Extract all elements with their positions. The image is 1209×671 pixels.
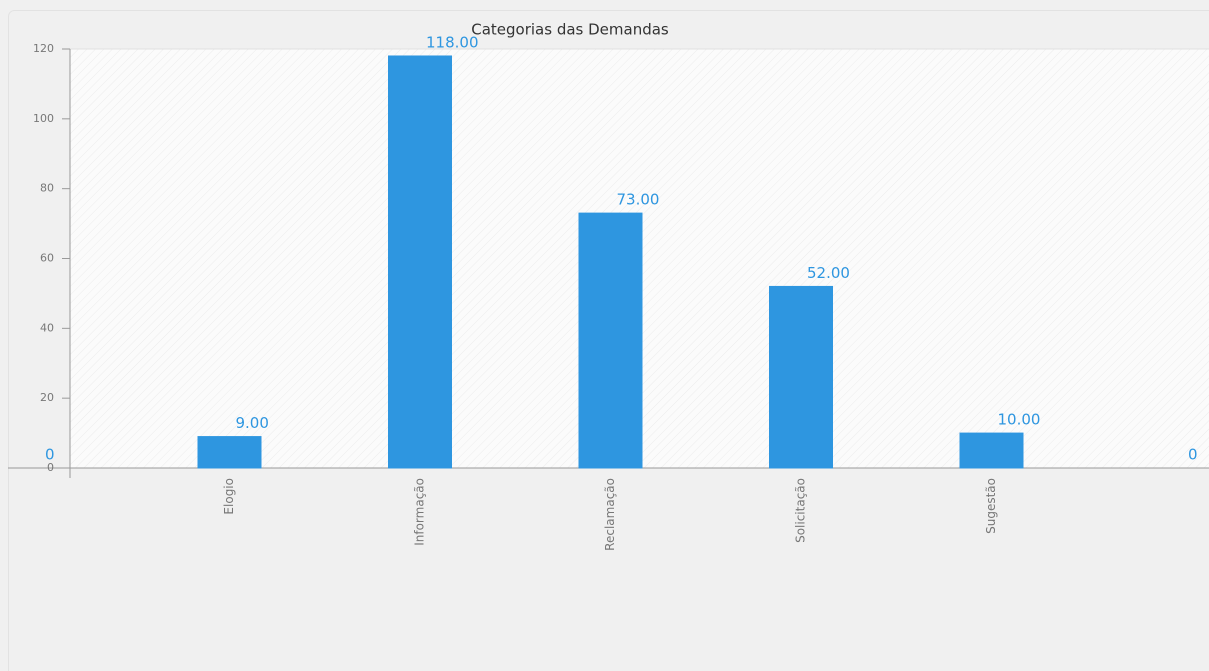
- x-tick-label: Informação: [413, 478, 427, 546]
- value-label: 0: [45, 446, 55, 464]
- y-tick-label: 120: [33, 42, 54, 55]
- y-tick-label: 0: [47, 461, 54, 474]
- bar: [769, 285, 833, 469]
- bar: [197, 436, 262, 469]
- y-tick-label: 60: [40, 252, 54, 265]
- value-label: 9.00: [236, 414, 269, 432]
- value-label: 0: [1188, 446, 1198, 464]
- y-tick-label: 100: [33, 112, 54, 125]
- bar: [578, 212, 643, 469]
- x-tick-label: Solicitação: [794, 478, 808, 543]
- y-tick-label: 40: [40, 321, 54, 334]
- x-tick-label: Reclamação: [603, 478, 617, 551]
- x-tick-label: Elogio: [222, 478, 236, 515]
- bar: [388, 55, 452, 469]
- value-label: 73.00: [617, 191, 660, 209]
- value-label: 10.00: [998, 411, 1041, 429]
- y-tick-label: 20: [40, 391, 54, 404]
- y-tick-label: 80: [40, 182, 54, 195]
- value-label: 52.00: [807, 264, 850, 282]
- value-label: 118.00: [426, 33, 479, 51]
- chart-title: Categorias das Demandas: [471, 21, 669, 39]
- x-tick-label: Sugestão: [984, 478, 998, 534]
- bar: [959, 432, 1024, 469]
